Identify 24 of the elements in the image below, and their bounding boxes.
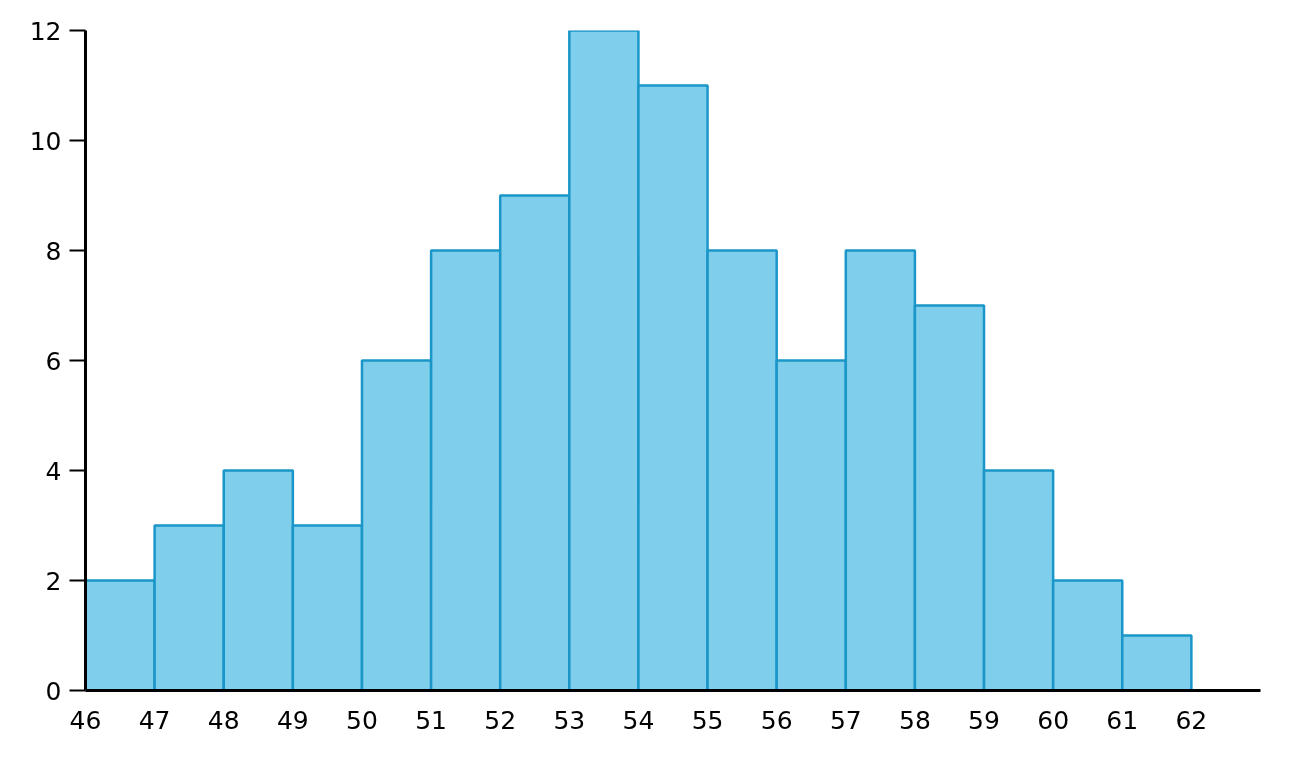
x-tick-label: 52 [484, 705, 517, 735]
y-tick-label: 4 [45, 456, 62, 486]
x-tick-label: 49 [276, 705, 309, 735]
x-tick-label: 46 [69, 705, 102, 735]
x-tick-label: 53 [553, 705, 586, 735]
x-tick-label: 59 [968, 705, 1000, 735]
y-tick-label: 12 [29, 16, 62, 46]
x-tick-label: 58 [899, 705, 931, 735]
x-tick-label: 57 [829, 705, 862, 735]
x-tick-label: 54 [622, 705, 655, 735]
y-tick-label: 8 [45, 236, 62, 266]
x-tick-label: 51 [415, 705, 447, 735]
x-tick-label: 60 [1037, 705, 1070, 735]
x-tick-label: 61 [1106, 705, 1139, 735]
y-tick-label: 0 [45, 676, 62, 706]
y-tick-label: 10 [29, 126, 62, 156]
x-tick-label: 55 [691, 705, 724, 735]
x-tick-label: 62 [1175, 705, 1208, 735]
x-tick-label: 48 [207, 705, 240, 735]
x-tick-label: 56 [760, 705, 793, 735]
x-tick-label: 47 [138, 705, 171, 735]
x-tick-label: 50 [346, 705, 378, 735]
y-tick-label: 2 [45, 566, 62, 596]
y-tick-label: 6 [45, 346, 62, 376]
